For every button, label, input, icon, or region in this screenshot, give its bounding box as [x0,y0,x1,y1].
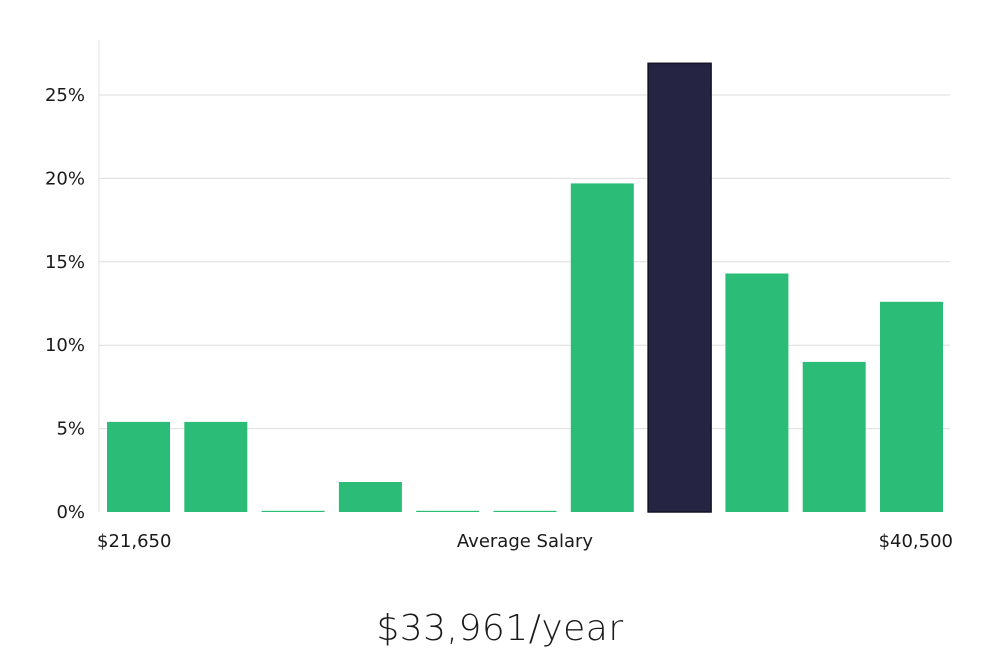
average-salary-value: $33,961/year [376,608,624,649]
bar [338,482,402,512]
bar [725,273,789,512]
x-axis-label: Average Salary [457,531,594,552]
y-tick-labels: 0% 5% 10% 15% 20% 25% [45,85,85,523]
y-tick-label: 15% [45,252,85,273]
y-tick-label: 0% [56,502,85,523]
bar [261,510,325,512]
y-tick-label: 20% [45,168,85,189]
y-tick-label: 5% [56,419,85,440]
y-tick-label: 25% [45,85,85,106]
bar [802,361,866,512]
bar-highlighted [647,62,712,513]
bar [107,421,170,512]
bar [416,510,480,512]
bar [184,421,248,512]
bars [107,62,943,513]
bar [493,510,557,512]
x-max-label: $40,500 [879,531,953,552]
x-min-label: $21,650 [97,531,171,552]
bar [880,301,943,512]
bar [570,183,634,512]
y-tick-label: 10% [45,335,85,356]
